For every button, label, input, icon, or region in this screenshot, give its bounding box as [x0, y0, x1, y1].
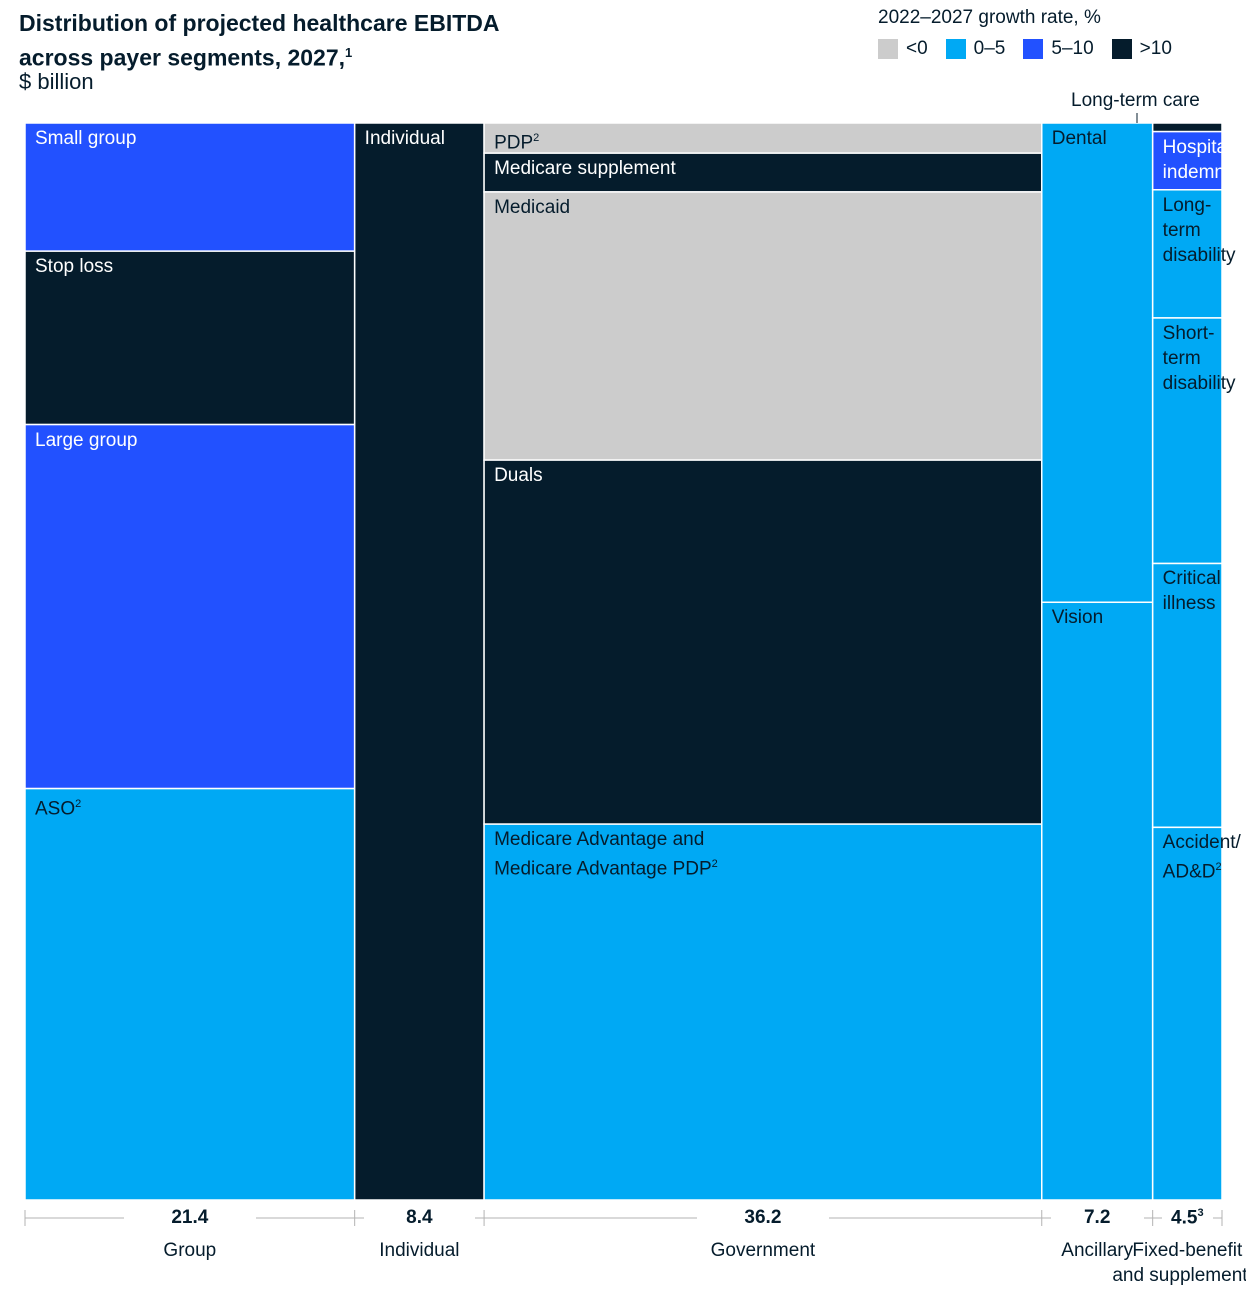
segment-critical-illness [1151, 562, 1223, 829]
segment-long-term-care [1151, 122, 1223, 133]
column-name-fixed-benefit-and-supplemental: Fixed-benefit and supplemental [1112, 1240, 1246, 1286]
legend-swatch [878, 39, 898, 59]
legend-label: >10 [1139, 38, 1172, 59]
segment-long-term-disability [1151, 189, 1223, 319]
segment-vision [1041, 601, 1154, 1201]
segment-duals [483, 459, 1043, 825]
segment-aso [24, 787, 356, 1201]
legend-swatch [1111, 39, 1132, 59]
column-total-individual: 8.4 [363, 1207, 476, 1229]
segment-medicare-advantage-and-medicare-advantage-pdp [483, 823, 1043, 1201]
segment-large-group [24, 423, 356, 790]
legend-item-over-10: >10 [1111, 38, 1172, 60]
segment-dental [1041, 122, 1154, 604]
column-name-group: Group [163, 1240, 217, 1261]
legend-swatch [1023, 39, 1044, 59]
column-name-ancillary: Ancillary [1061, 1240, 1134, 1261]
segment-accident-ad-d [1151, 826, 1223, 1201]
legend-label: <0 [906, 38, 928, 59]
legend-label: 5–10 [1051, 38, 1094, 59]
legend-item-0-5: 0–5 [945, 38, 1006, 60]
legend-item-5-10: 5–10 [1023, 38, 1094, 60]
chart-subtitle: $ billion [19, 69, 94, 94]
segment-medicare-supplement [483, 152, 1043, 193]
column-name-government: Government [710, 1240, 816, 1261]
segment-small-group [24, 122, 356, 252]
segment-medicaid [483, 191, 1043, 461]
legend-swatch [945, 39, 966, 59]
column-total-group: 21.4 [123, 1207, 256, 1229]
legend-items: <0 0–5 5–10 >10 [878, 38, 1238, 60]
legend-title: 2022–2027 growth rate, % [878, 7, 1101, 28]
segment-stop-loss [24, 250, 356, 426]
legend-label: 0–5 [973, 38, 1006, 59]
title-footnote: 1 [345, 45, 353, 60]
column-total-government: 36.2 [696, 1207, 829, 1229]
segment-hospital-indemnity [1151, 130, 1223, 191]
column-name-individual: Individual [379, 1240, 460, 1261]
segment-pdp [483, 122, 1043, 154]
legend-item-negative: <0 [878, 38, 928, 60]
column-total-fixed-benefit-and-supplemental: 4.53 [1161, 1207, 1213, 1230]
long-term-care-annotation: Long-term care [1071, 90, 1200, 111]
segment-individual [353, 122, 485, 1201]
legend: 2022–2027 growth rate, % <0 0–5 5–10 >10 [878, 6, 1238, 60]
segment-short-term-disability [1151, 317, 1223, 565]
chart-title: Distribution of projected healthcare EBI… [19, 10, 499, 71]
column-total-ancillary: 7.2 [1050, 1207, 1144, 1229]
